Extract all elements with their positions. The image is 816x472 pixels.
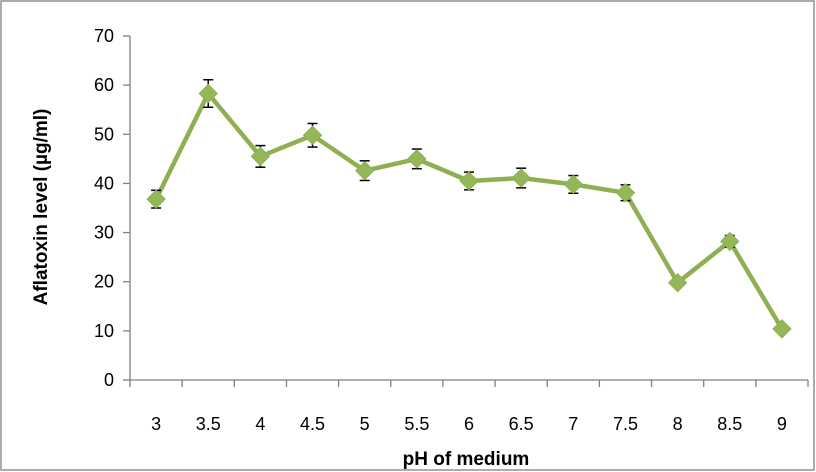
y-tick-label: 10: [94, 321, 114, 341]
y-axis-title: Aflatoxin level (µg/ml): [31, 109, 52, 306]
data-point: [772, 319, 792, 339]
x-tick-label: 6.5: [509, 414, 534, 434]
x-axis: 3 3.5 4 4.5 5 5.5 6 6.5 7 7.5 8 8.5 9: [129, 379, 809, 434]
x-axis-title: pH of medium: [403, 449, 530, 470]
y-tick-label: 70: [94, 26, 114, 46]
x-tick-label: 5: [360, 414, 370, 434]
x-tick-label: 6: [464, 414, 474, 434]
data-point: [459, 171, 479, 191]
x-tick-label: 4.5: [300, 414, 325, 434]
x-tick-label: 7: [568, 414, 578, 434]
x-tick-label: 8.5: [717, 414, 742, 434]
y-tick-label: 20: [94, 272, 114, 292]
x-tick-label: 3: [151, 414, 161, 434]
x-tick-label: 5.5: [404, 414, 429, 434]
x-tick-label: 3.5: [196, 414, 221, 434]
data-point: [146, 189, 166, 209]
data-point: [615, 183, 636, 203]
x-tick-label: 9: [777, 414, 787, 434]
data-point: [720, 231, 740, 252]
data-point: [667, 272, 688, 293]
data-point: [563, 174, 584, 195]
y-tick-label: 40: [94, 173, 114, 193]
data-point: [250, 146, 271, 167]
y-tick-label: 50: [94, 124, 114, 144]
y-tick-label: 60: [94, 75, 114, 95]
x-tick-label: 8: [673, 414, 683, 434]
y-axis: 0 10 20 30 40 50 60 70: [94, 26, 131, 390]
y-tick-label: 30: [94, 223, 114, 243]
y-tick-label: 0: [104, 370, 114, 390]
data-point: [511, 168, 531, 188]
x-tick-label: 7.5: [613, 414, 638, 434]
data-point: [198, 83, 218, 104]
data-point: [407, 149, 427, 169]
data-point: [302, 125, 323, 145]
x-tick-label: 4: [255, 414, 265, 434]
data-series: [146, 78, 792, 339]
data-point: [354, 160, 375, 181]
